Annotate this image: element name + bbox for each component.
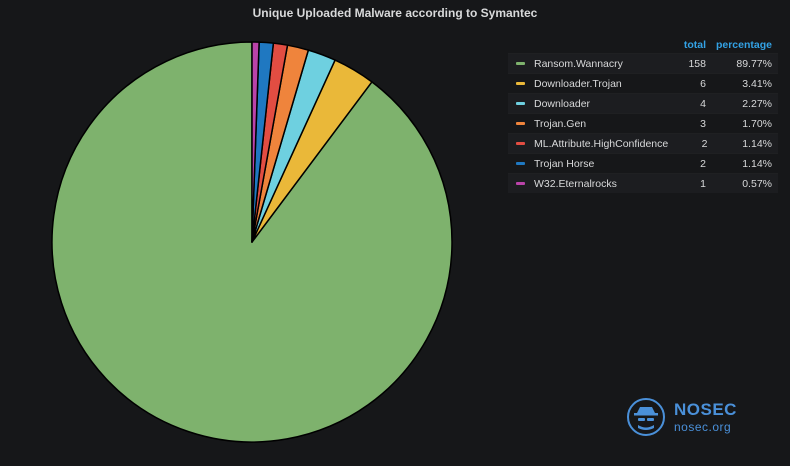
pie-slice-w32-eternalrocks[interactable]	[251, 41, 260, 243]
legend-percentage: 89.77%	[736, 57, 772, 70]
legend-total: 2	[701, 137, 708, 150]
pie-slice-ransom-wannacry[interactable]	[51, 41, 453, 443]
legend-item[interactable]: Trojan Horse 2 1.14%	[508, 153, 778, 173]
logo-name: NOSEC	[674, 400, 737, 419]
legend-header: total percentage	[508, 37, 778, 53]
legend-total: 4	[700, 97, 706, 110]
legend-total: 2	[700, 157, 706, 170]
legend-label[interactable]: W32.Eternalrocks	[534, 177, 617, 190]
legend-item[interactable]: Ransom.Wannacry 158 89.77%	[508, 53, 778, 73]
legend-item[interactable]: Downloader.Trojan 6 3.41%	[508, 73, 778, 93]
legend-total: 6	[700, 77, 706, 90]
legend-label[interactable]: Ransom.Wannacry	[534, 57, 623, 70]
legend-percentage: 1.14%	[742, 137, 772, 150]
legend-label[interactable]: Downloader	[534, 97, 591, 110]
legend-percentage: 1.70%	[742, 117, 772, 130]
legend-total: 3	[700, 117, 706, 130]
legend-total: 1	[700, 177, 706, 190]
legend-swatch	[516, 102, 525, 105]
legend-rows: Ransom.Wannacry 158 89.77% Downloader.Troja…	[508, 53, 778, 193]
legend-percentage: 0.57%	[742, 177, 772, 190]
chart-title: Unique Uploaded Malware according to Sym…	[252, 6, 538, 20]
legend-swatch	[516, 182, 525, 185]
legend-item[interactable]: W32.Eternalrocks 1 0.57%	[508, 173, 778, 193]
legend-swatch	[516, 62, 525, 65]
legend-swatch	[516, 162, 525, 165]
legend-swatch	[516, 82, 525, 85]
legend-item[interactable]: ML.Attribute.HighConfidence 2 1.14%	[508, 133, 778, 153]
legend-table: total percentage Ransom.Wannacry 158 89.77…	[508, 37, 778, 193]
legend-header-total[interactable]: total	[683, 39, 706, 51]
legend-header-percentage[interactable]: percentage	[715, 39, 772, 51]
logo-url: nosec.org	[674, 420, 732, 434]
legend-swatch	[516, 122, 525, 125]
legend-swatch	[516, 142, 525, 145]
legend-label[interactable]: Trojan.Gen	[534, 117, 587, 130]
legend-label[interactable]: ML.Attribute.HighConfidence	[534, 137, 669, 150]
spy-badge-icon	[627, 398, 665, 436]
legend-total: 158	[688, 57, 706, 70]
nosec-logo: NOSEC nosec.org	[626, 397, 776, 443]
legend-percentage: 2.27%	[742, 97, 772, 110]
legend-percentage: 3.41%	[742, 77, 772, 90]
legend-label[interactable]: Downloader.Trojan	[534, 77, 622, 90]
legend-item[interactable]: Trojan.Gen 3 1.70%	[508, 113, 778, 133]
legend-item[interactable]: Downloader 4 2.27%	[508, 93, 778, 113]
legend-label[interactable]: Trojan Horse	[534, 157, 595, 170]
legend-percentage: 1.14%	[742, 157, 772, 170]
